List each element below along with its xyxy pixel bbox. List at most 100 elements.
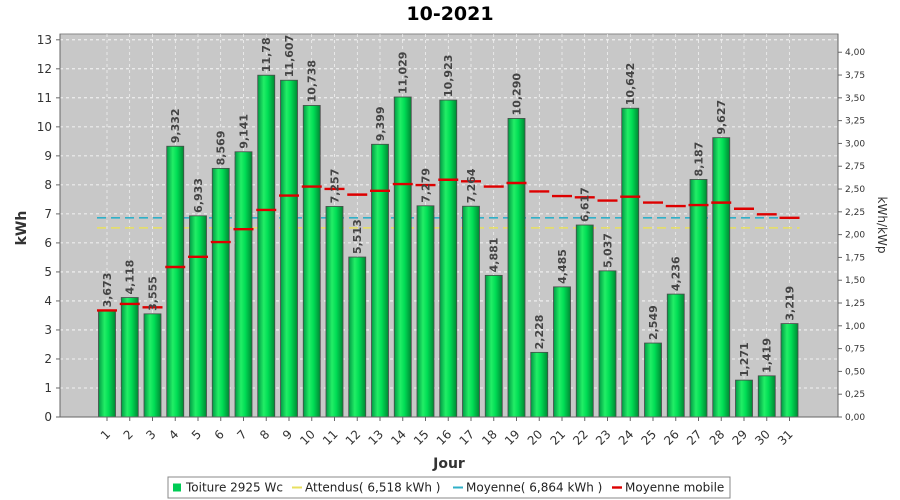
tick-label-y2: 3,00 bbox=[845, 139, 865, 149]
bar-value-label: 4,118 bbox=[124, 260, 137, 295]
bar bbox=[644, 342, 662, 418]
tick-label-x: 19 bbox=[502, 427, 523, 448]
tick-label-x: 9 bbox=[280, 427, 295, 442]
tick-label-x: 18 bbox=[479, 427, 500, 448]
bar bbox=[689, 179, 708, 418]
bar bbox=[302, 105, 321, 418]
tick-label-y: 3 bbox=[44, 323, 52, 337]
bar bbox=[666, 293, 685, 418]
tick-label-x: 15 bbox=[411, 427, 432, 448]
tick-label-x: 12 bbox=[343, 427, 364, 448]
tick-label-y2: 1,00 bbox=[845, 322, 865, 332]
bar-value-label: 2,228 bbox=[533, 315, 546, 350]
bar-value-label: 3,219 bbox=[784, 286, 797, 321]
moving-average-markers bbox=[97, 178, 800, 312]
tick-label-y2: 0,75 bbox=[845, 345, 865, 355]
bar bbox=[189, 215, 207, 418]
bar bbox=[211, 167, 230, 418]
x-axis-title: Jour bbox=[432, 456, 465, 472]
tick-label-y2: 2,50 bbox=[845, 185, 865, 195]
bar bbox=[575, 224, 594, 418]
tick-label-y: 11 bbox=[37, 91, 52, 105]
tick-label-x: 26 bbox=[661, 427, 682, 448]
tick-label-y2: 4,00 bbox=[845, 48, 865, 58]
y-axis-title: kWh bbox=[14, 211, 30, 246]
bar bbox=[553, 286, 571, 418]
bar-value-label: 5,513 bbox=[351, 219, 364, 254]
bar bbox=[507, 118, 526, 418]
tick-label-y2: 2,25 bbox=[845, 208, 865, 218]
legend-label: Moyenne mobile bbox=[625, 481, 724, 495]
tick-label-y: 13 bbox=[37, 33, 52, 47]
bar-value-label: 2,549 bbox=[647, 305, 660, 340]
legend-label: Moyenne( 6,864 kWh ) bbox=[466, 481, 602, 495]
bar-value-label: 11,78 bbox=[260, 37, 273, 72]
tick-label-y2: 1,25 bbox=[845, 299, 865, 309]
tick-label-x: 31 bbox=[775, 427, 796, 448]
tick-label-x: 4 bbox=[166, 427, 181, 442]
bar bbox=[621, 107, 640, 418]
bar-value-label: 7,279 bbox=[420, 168, 433, 203]
bar bbox=[98, 310, 116, 418]
bar bbox=[439, 99, 458, 418]
tick-label-y: 1 bbox=[44, 381, 52, 395]
tick-label-x: 30 bbox=[752, 427, 773, 448]
bar-value-label: 9,627 bbox=[715, 100, 728, 135]
tick-label-x: 7 bbox=[234, 427, 249, 442]
bar bbox=[120, 297, 139, 418]
bar-value-label: 9,399 bbox=[374, 106, 387, 141]
tick-label-y2: 1,75 bbox=[845, 253, 865, 263]
bar bbox=[462, 205, 480, 418]
tick-label-y2: 3,25 bbox=[845, 117, 865, 127]
tick-label-x: 1 bbox=[98, 427, 113, 442]
tick-label-y: 10 bbox=[37, 120, 52, 134]
tick-label-y: 0 bbox=[44, 410, 52, 424]
tick-label-y: 8 bbox=[44, 178, 52, 192]
tick-label-x: 8 bbox=[257, 427, 272, 442]
bar-value-label: 7,257 bbox=[329, 169, 342, 204]
bar bbox=[166, 145, 185, 418]
bar-value-label: 8,187 bbox=[693, 142, 706, 177]
bar-value-label: 4,236 bbox=[670, 256, 683, 291]
tick-label-y2: 0,25 bbox=[845, 390, 865, 400]
bar bbox=[393, 96, 412, 418]
tick-label-x: 27 bbox=[684, 427, 705, 448]
bar-value-label: 11,607 bbox=[283, 35, 296, 77]
tick-label-y2: 1,50 bbox=[845, 276, 865, 286]
legend-box bbox=[167, 476, 731, 499]
bar-value-label: 6,617 bbox=[579, 187, 592, 222]
bar bbox=[757, 375, 776, 418]
bar-value-label: 1,271 bbox=[738, 342, 751, 377]
bar bbox=[712, 137, 731, 418]
tick-label-x: 6 bbox=[212, 427, 227, 442]
bar bbox=[234, 151, 253, 418]
tick-label-x: 17 bbox=[456, 427, 477, 448]
tick-label-y: 7 bbox=[44, 207, 52, 221]
legend-swatch bbox=[173, 483, 181, 492]
bar-value-label: 4,485 bbox=[556, 249, 569, 284]
bar bbox=[325, 206, 344, 418]
tick-label-y: 9 bbox=[44, 149, 52, 163]
bar-value-label: 10,290 bbox=[511, 73, 524, 116]
bar bbox=[530, 351, 549, 418]
bar bbox=[484, 274, 503, 418]
tick-label-x: 24 bbox=[616, 427, 637, 448]
bar-value-label: 4,881 bbox=[488, 238, 501, 273]
bar-value-label: 5,037 bbox=[602, 233, 615, 268]
legend: Toiture 2925 Wc Attendus( 6,518 kWh ) Moye… bbox=[167, 476, 731, 499]
legend-label: Attendus( 6,518 kWh ) bbox=[305, 481, 440, 495]
bar-value-label: 10,642 bbox=[624, 63, 637, 105]
tick-label-y: 12 bbox=[37, 62, 52, 76]
tick-label-x: 16 bbox=[434, 427, 455, 448]
tick-label-y2: 2,00 bbox=[845, 231, 865, 241]
tick-label-y2: 0,50 bbox=[845, 367, 865, 377]
tick-label-y2: 0,00 bbox=[845, 413, 865, 423]
tick-label-x: 2 bbox=[121, 427, 136, 442]
bar-value-label: 11,029 bbox=[397, 52, 410, 94]
tick-label-x: 22 bbox=[570, 427, 591, 448]
bar-value-label: 10,923 bbox=[442, 55, 455, 97]
tick-label-x: 23 bbox=[593, 427, 614, 448]
bar bbox=[780, 323, 799, 418]
bar-value-label: 3,673 bbox=[101, 273, 114, 308]
